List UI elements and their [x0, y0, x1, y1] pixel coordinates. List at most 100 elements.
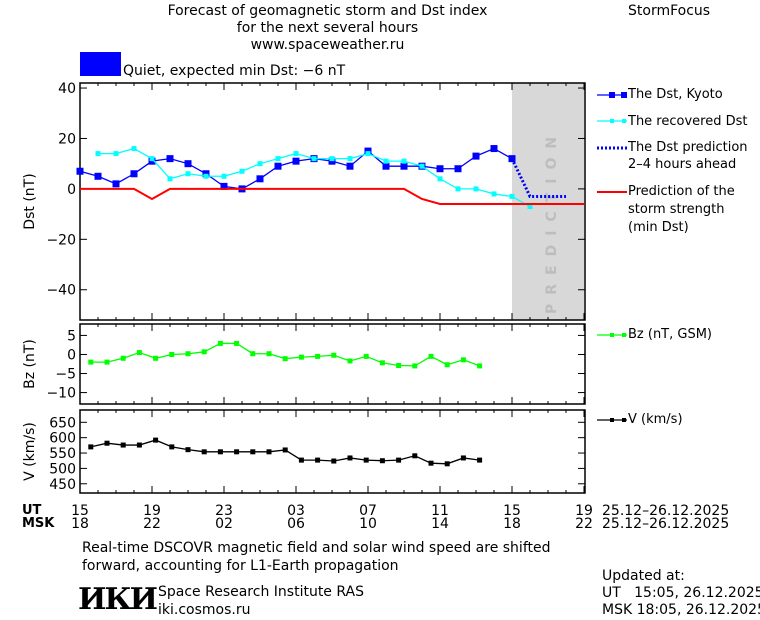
y-axis-label: Bz (nT): [22, 339, 38, 389]
data-point: [88, 359, 94, 365]
data-point: [153, 355, 159, 361]
data-point: [95, 151, 101, 157]
y-tick-label: 500: [49, 461, 76, 477]
data-point: [166, 155, 174, 163]
data-point: [379, 360, 385, 366]
data-point: [185, 351, 191, 357]
data-point: [400, 162, 408, 170]
ut-tick-label: 07: [359, 503, 377, 519]
footer-note-2: forward, accounting for L1-Earth propaga…: [82, 558, 399, 574]
data-point: [136, 350, 142, 356]
data-point: [509, 193, 515, 199]
updated-label: Updated at:: [602, 568, 685, 584]
data-point: [94, 172, 102, 180]
data-point: [274, 162, 282, 170]
data-point: [315, 457, 321, 463]
legend-storm-3: (min Dst): [628, 220, 689, 235]
legend-swatch-bz-marker: [622, 333, 626, 337]
y-tick-label: −10: [46, 386, 76, 402]
data-point: [292, 157, 300, 165]
footer-note-1: Real-time DSCOVR magnetic field and sola…: [82, 540, 551, 556]
prediction-zone-label: PREDICTION: [544, 128, 560, 314]
data-point: [412, 363, 418, 369]
data-point: [148, 157, 156, 165]
data-point: [184, 160, 192, 168]
msk-tick-label: 22: [143, 516, 161, 532]
data-point: [217, 449, 223, 455]
y-tick-label: 450: [49, 477, 76, 493]
data-point: [202, 170, 210, 178]
ut-tick-label: 19: [575, 503, 593, 519]
msk-tick-label: 22: [575, 516, 593, 532]
ut-tick-label: 03: [287, 503, 305, 519]
data-point: [104, 359, 110, 365]
plot-frame-1: [79, 323, 586, 405]
legend-swatch-bz-marker: [610, 333, 614, 337]
data-point: [112, 180, 120, 188]
data-point: [428, 460, 434, 466]
data-point: [250, 449, 256, 455]
data-point: [217, 340, 223, 346]
brand-name: StormFocus: [628, 3, 711, 19]
data-point: [282, 356, 288, 362]
data-point: [331, 352, 337, 358]
data-point: [185, 447, 191, 453]
data-point: [473, 186, 479, 192]
legend-dst-kyoto: The Dst, Kyoto: [628, 87, 723, 102]
data-point: [491, 191, 497, 197]
y-tick-label: 20: [58, 131, 76, 147]
msk-tick-label: 10: [359, 516, 377, 532]
data-point: [256, 175, 264, 183]
data-point: [239, 168, 245, 174]
data-point: [282, 447, 288, 453]
data-point: [383, 158, 389, 164]
y-tick-label: 550: [49, 446, 76, 462]
legend-swatch-dst-recovered-marker: [622, 119, 626, 123]
legend-storm-2: storm strength: [628, 202, 725, 217]
data-point: [472, 152, 480, 160]
data-point: [419, 163, 425, 169]
updated-msk: MSK 18:05, 26.12.2025: [602, 602, 760, 618]
ut-date-range: 25.12–26.12.2025: [602, 503, 730, 519]
legend-swatch-dst-kyoto-marker: [621, 92, 627, 98]
data-point: [201, 349, 207, 355]
chart-title-line2: for the next several hours: [236, 20, 419, 36]
msk-tick-label: 18: [71, 516, 89, 532]
series-line-0-2: [510, 157, 566, 198]
msk-date-range: 25.12–26.12.2025: [602, 516, 730, 532]
data-point: [250, 351, 256, 357]
chart-title-line1: Forecast of geomagnetic storm and Dst in…: [167, 3, 488, 19]
data-point: [477, 363, 483, 369]
data-point: [220, 182, 228, 190]
plot-frame-0: [79, 82, 586, 321]
data-point: [363, 457, 369, 463]
data-point: [311, 156, 317, 162]
data-point: [221, 173, 227, 179]
data-point: [428, 353, 434, 359]
legend-v: V (km/s): [628, 412, 683, 427]
data-point: [185, 171, 191, 177]
ut-tick-label: 11: [431, 503, 449, 519]
data-point: [298, 354, 304, 360]
data-point: [266, 351, 272, 357]
data-point: [257, 161, 263, 167]
institute-site-link[interactable]: iki.cosmos.ru: [158, 602, 251, 618]
legend-swatch-dst-recovered-marker: [610, 119, 614, 123]
data-point: [298, 457, 304, 463]
data-point: [167, 176, 173, 182]
data-point: [328, 157, 336, 165]
ut-tick-label: 15: [71, 503, 89, 519]
data-point: [347, 156, 353, 162]
y-tick-label: 600: [49, 431, 76, 447]
legend-dst-prediction-1: The Dst prediction: [628, 140, 748, 155]
y-tick-label: −20: [46, 232, 76, 248]
ut-label: UT: [22, 503, 42, 518]
plot-frame-2: [79, 409, 586, 494]
msk-tick-label: 06: [287, 516, 305, 532]
y-tick-label: 0: [67, 182, 76, 198]
series-line-0-3: [80, 187, 584, 206]
data-point: [169, 351, 175, 357]
data-point: [331, 458, 337, 464]
data-point: [490, 145, 498, 153]
legend-bz: Bz (nT, GSM): [628, 327, 713, 342]
